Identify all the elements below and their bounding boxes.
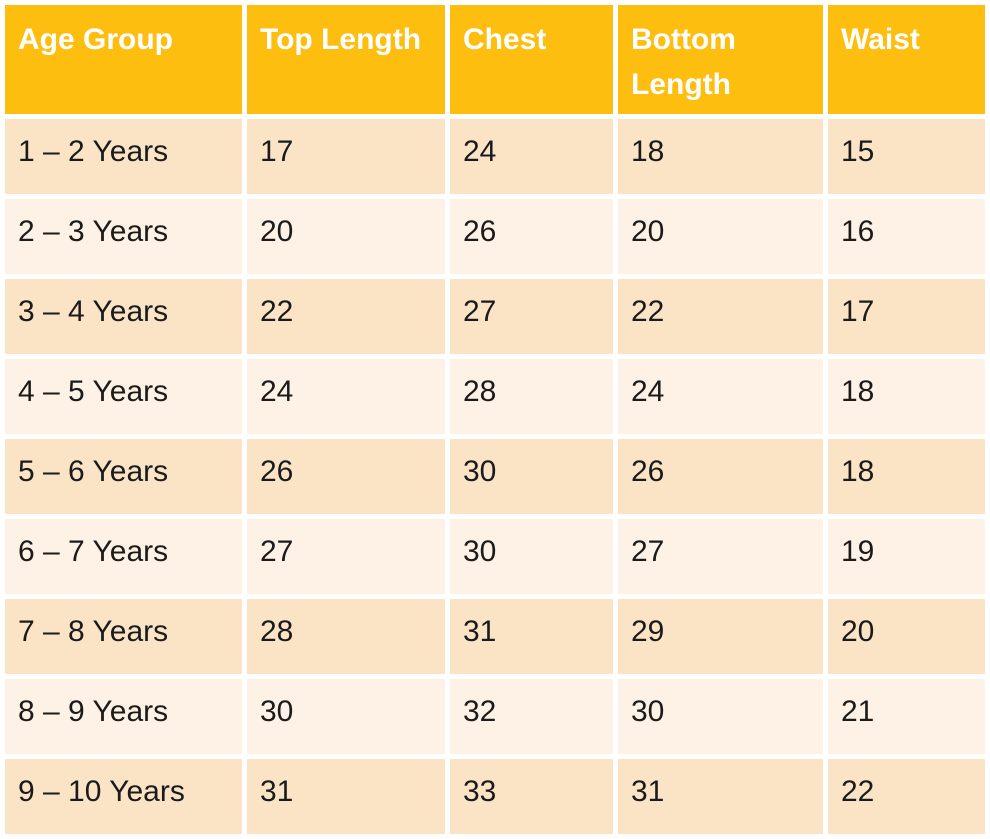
value-cell: 17	[247, 119, 445, 194]
value-cell: 18	[828, 359, 985, 434]
value-cell: 26	[247, 439, 445, 514]
column-header-age-group: Age Group	[5, 5, 242, 114]
header-row: Age Group Top Length Chest Bottom Length…	[5, 5, 985, 114]
value-cell: 24	[450, 119, 613, 194]
value-cell: 30	[450, 439, 613, 514]
age-group-cell: 9 – 10 Years	[5, 759, 242, 834]
value-cell: 33	[450, 759, 613, 834]
value-cell: 22	[618, 279, 823, 354]
value-cell: 20	[247, 199, 445, 274]
value-cell: 27	[450, 279, 613, 354]
age-group-cell: 8 – 9 Years	[5, 679, 242, 754]
value-cell: 24	[618, 359, 823, 434]
age-group-cell: 4 – 5 Years	[5, 359, 242, 434]
value-cell: 28	[450, 359, 613, 434]
value-cell: 22	[828, 759, 985, 834]
value-cell: 30	[247, 679, 445, 754]
size-chart-header: Age Group Top Length Chest Bottom Length…	[5, 5, 985, 114]
age-group-cell: 2 – 3 Years	[5, 199, 242, 274]
age-group-cell: 7 – 8 Years	[5, 599, 242, 674]
table-row: 8 – 9 Years 30 32 30 21	[5, 679, 985, 754]
value-cell: 18	[618, 119, 823, 194]
column-header-waist: Waist	[828, 5, 985, 114]
age-group-cell: 6 – 7 Years	[5, 519, 242, 594]
age-group-cell: 5 – 6 Years	[5, 439, 242, 514]
column-header-bottom-length: Bottom Length	[618, 5, 823, 114]
table-row: 1 – 2 Years 17 24 18 15	[5, 119, 985, 194]
age-group-cell: 1 – 2 Years	[5, 119, 242, 194]
table-row: 4 – 5 Years 24 28 24 18	[5, 359, 985, 434]
value-cell: 27	[618, 519, 823, 594]
table-row: 7 – 8 Years 28 31 29 20	[5, 599, 985, 674]
size-chart-body: 1 – 2 Years 17 24 18 15 2 – 3 Years 20 26 20 16 3 …	[5, 119, 985, 834]
value-cell: 31	[450, 599, 613, 674]
value-cell: 31	[247, 759, 445, 834]
column-header-chest: Chest	[450, 5, 613, 114]
table-row: 9 – 10 Years 31 33 31 22	[5, 759, 985, 834]
value-cell: 30	[450, 519, 613, 594]
value-cell: 19	[828, 519, 985, 594]
value-cell: 24	[247, 359, 445, 434]
value-cell: 20	[828, 599, 985, 674]
table-row: 3 – 4 Years 22 27 22 17	[5, 279, 985, 354]
value-cell: 20	[618, 199, 823, 274]
value-cell: 32	[450, 679, 613, 754]
column-header-top-length: Top Length	[247, 5, 445, 114]
value-cell: 22	[247, 279, 445, 354]
value-cell: 26	[450, 199, 613, 274]
value-cell: 28	[247, 599, 445, 674]
value-cell: 21	[828, 679, 985, 754]
age-group-cell: 3 – 4 Years	[5, 279, 242, 354]
value-cell: 27	[247, 519, 445, 594]
value-cell: 15	[828, 119, 985, 194]
table-row: 2 – 3 Years 20 26 20 16	[5, 199, 985, 274]
value-cell: 30	[618, 679, 823, 754]
value-cell: 17	[828, 279, 985, 354]
value-cell: 16	[828, 199, 985, 274]
table-row: 6 – 7 Years 27 30 27 19	[5, 519, 985, 594]
value-cell: 29	[618, 599, 823, 674]
value-cell: 18	[828, 439, 985, 514]
value-cell: 31	[618, 759, 823, 834]
value-cell: 26	[618, 439, 823, 514]
table-row: 5 – 6 Years 26 30 26 18	[5, 439, 985, 514]
